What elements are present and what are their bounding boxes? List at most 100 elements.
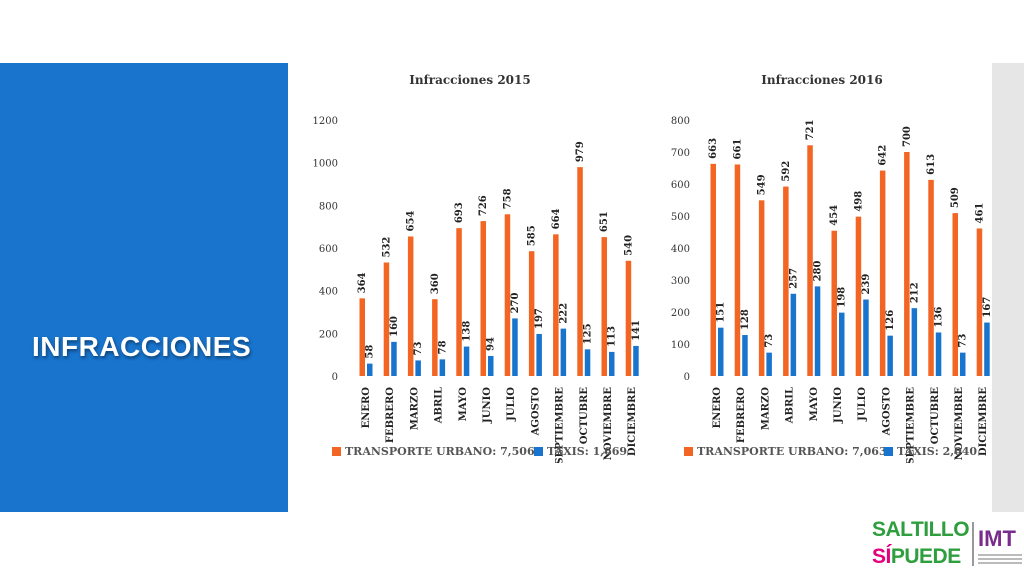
logo-si-text: SÍ bbox=[872, 545, 891, 568]
data-label: 979 bbox=[575, 141, 586, 162]
y-tick-label: 400 bbox=[319, 287, 338, 298]
imt-logo-text: IMT bbox=[978, 526, 1016, 551]
bar-taxis bbox=[463, 346, 470, 376]
data-label: 160 bbox=[389, 316, 400, 337]
data-label: 585 bbox=[527, 225, 538, 246]
bar-taxis bbox=[609, 351, 615, 376]
bar-transporte bbox=[383, 262, 390, 376]
bar-transporte bbox=[831, 230, 837, 376]
bar-transporte bbox=[407, 236, 414, 376]
y-tick-label: 1200 bbox=[313, 116, 338, 127]
x-tick-label: AGOSTO bbox=[530, 387, 541, 437]
data-label: 549 bbox=[757, 174, 768, 195]
chart-2015: Infracciones 2015 0 200 400 600 800 1000 1200 3… bbox=[300, 63, 640, 463]
bar-taxis bbox=[863, 299, 869, 376]
side-panel: INFRACCIONES bbox=[0, 63, 288, 512]
y-tick-label: 600 bbox=[671, 180, 690, 191]
data-label: 94 bbox=[486, 337, 497, 351]
data-label: 151 bbox=[716, 302, 727, 323]
data-label: 758 bbox=[502, 188, 513, 209]
y-tick-label: 100 bbox=[671, 340, 690, 351]
bar-taxis bbox=[391, 341, 397, 376]
data-label: 126 bbox=[885, 310, 896, 331]
x-tick-label: ENERO bbox=[361, 387, 372, 429]
data-label: 540 bbox=[623, 235, 634, 256]
data-label: 128 bbox=[740, 309, 751, 330]
bar-transporte bbox=[577, 167, 583, 376]
bar-transporte bbox=[976, 228, 983, 376]
bar-taxis bbox=[935, 332, 942, 376]
legend-swatch-taxis bbox=[534, 447, 543, 456]
legend-swatch-taxis bbox=[884, 447, 893, 456]
x-tick-label: NOVIEMBRE bbox=[603, 387, 614, 461]
data-label: 125 bbox=[583, 323, 594, 344]
x-tick-label: MARZO bbox=[409, 387, 420, 430]
bar-transporte bbox=[734, 164, 741, 376]
data-label: 73 bbox=[958, 334, 969, 348]
data-label: 280 bbox=[813, 260, 824, 281]
chart-title: Infracciones 2016 bbox=[761, 73, 883, 87]
y-tick-label: 0 bbox=[332, 372, 338, 383]
chart-title: Infracciones 2015 bbox=[409, 73, 531, 87]
data-label: 498 bbox=[853, 191, 864, 212]
bar-taxis bbox=[887, 335, 893, 376]
x-tick-label: MARZO bbox=[760, 387, 771, 430]
x-tick-label: ABRIL bbox=[434, 387, 445, 424]
bar-transporte bbox=[783, 186, 789, 376]
bar-transporte bbox=[952, 213, 958, 376]
data-label: 239 bbox=[861, 274, 872, 295]
x-tick-label: JUNIO bbox=[482, 387, 493, 424]
bar-taxis bbox=[536, 333, 542, 376]
right-strip bbox=[992, 63, 1024, 512]
bar-taxis bbox=[839, 312, 845, 376]
data-label: 651 bbox=[599, 211, 610, 232]
bar-transporte bbox=[928, 179, 934, 376]
x-tick-label: JUNIO bbox=[833, 387, 844, 424]
logo-divider bbox=[972, 522, 974, 566]
bar-transporte bbox=[504, 214, 511, 376]
bar-taxis bbox=[488, 355, 494, 376]
data-label: 721 bbox=[805, 119, 816, 140]
x-tick-label: JULIO bbox=[857, 387, 868, 422]
data-label: 613 bbox=[926, 154, 937, 175]
legend-label-taxis: TAXIS: 2,040 bbox=[897, 445, 978, 458]
x-tick-label: MAYO bbox=[458, 387, 469, 421]
bar-transporte bbox=[528, 251, 535, 376]
y-tick-label: 200 bbox=[319, 329, 338, 340]
bar-taxis bbox=[560, 328, 567, 376]
bar-taxis bbox=[718, 327, 724, 376]
x-tick-label: OCTUBRE bbox=[930, 387, 941, 445]
data-label: 532 bbox=[381, 237, 392, 258]
chart-2016: Infracciones 2016 0 100 200 300 400 500 600 700… bbox=[652, 63, 992, 463]
x-tick-label: NOVIEMBRE bbox=[954, 387, 965, 461]
legend-swatch-transporte bbox=[684, 447, 693, 456]
x-tick-label: ABRIL bbox=[785, 387, 796, 424]
bar-taxis bbox=[814, 286, 821, 376]
data-label: 693 bbox=[454, 202, 465, 223]
bar-taxis bbox=[911, 308, 918, 376]
legend-label-transporte: TRANSPORTE URBANO: 7,063 bbox=[697, 445, 887, 458]
bar-transporte bbox=[601, 237, 607, 376]
y-tick-label: 0 bbox=[684, 372, 690, 383]
data-label: 136 bbox=[934, 307, 945, 328]
data-label: 592 bbox=[781, 161, 792, 182]
data-label: 700 bbox=[902, 126, 913, 147]
x-tick-label: ENERO bbox=[712, 387, 723, 429]
bar-transporte bbox=[553, 234, 559, 376]
data-label: 664 bbox=[551, 208, 562, 229]
data-label: 198 bbox=[837, 287, 848, 308]
bar-transporte bbox=[432, 299, 438, 376]
bar-transporte bbox=[904, 152, 910, 376]
data-label: 661 bbox=[732, 139, 743, 160]
data-label: 454 bbox=[829, 205, 840, 226]
bar-transporte bbox=[855, 216, 862, 376]
x-tick-label: DICIEMBRE bbox=[978, 387, 989, 456]
x-tick-label: FEBRERO bbox=[736, 387, 747, 443]
legend-item-transporte: TRANSPORTE URBANO: 7,063 bbox=[684, 445, 887, 458]
data-label: 58 bbox=[365, 345, 376, 359]
y-tick-label: 300 bbox=[671, 276, 690, 287]
legend-item-taxis: TAXIS: 2,040 bbox=[884, 445, 977, 458]
data-label: 78 bbox=[437, 340, 448, 354]
data-label: 212 bbox=[909, 282, 920, 303]
bar-taxis bbox=[766, 352, 772, 376]
